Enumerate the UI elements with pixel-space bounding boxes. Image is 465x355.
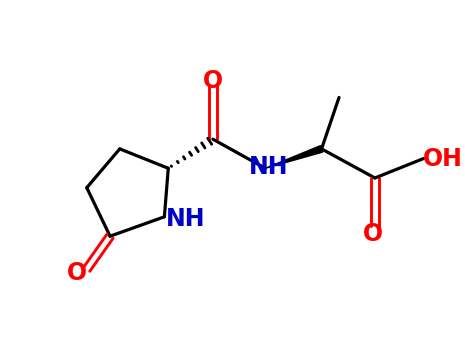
Text: OH: OH (423, 147, 463, 171)
Text: NH: NH (248, 155, 288, 179)
Text: O: O (67, 261, 87, 285)
Text: NH: NH (166, 207, 206, 231)
Text: O: O (203, 69, 223, 93)
Polygon shape (266, 146, 323, 168)
Text: O: O (363, 222, 383, 246)
